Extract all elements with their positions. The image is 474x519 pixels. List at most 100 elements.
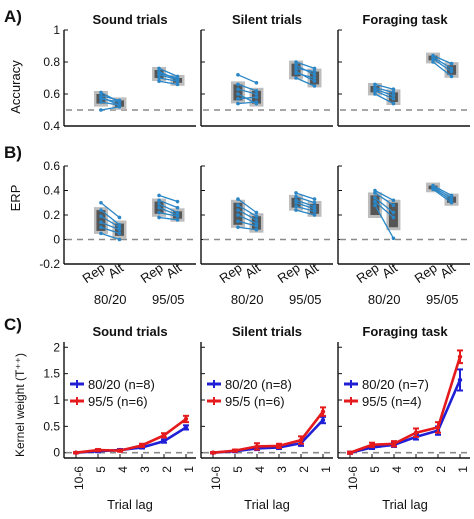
subject-line-b-2-0-4 (374, 189, 394, 201)
subject-point-a-2-0-rep-0 (373, 92, 377, 96)
subject-line-b-1-1-5 (295, 192, 315, 200)
subject-point-b-1-1-rep-4 (294, 194, 298, 199)
subject-line-b-1-0-5 (237, 198, 257, 214)
subject-line-a-1-0-4 (237, 83, 257, 92)
legend-label-c-2-1: 95/5 (n=4) (362, 394, 422, 409)
subject-line-b-0-0-3 (100, 215, 120, 228)
ylabel-accuracy: Accuracy (8, 60, 23, 114)
subject-line-b-2-0-0 (374, 204, 395, 239)
group-label-2-0: 80/20 (368, 292, 401, 307)
subject-point-b-2-0-rep-4 (373, 188, 377, 193)
ytick-label-a-2: 0.6 (43, 87, 60, 101)
group-label-0-0: 80/20 (94, 292, 127, 307)
subject-line-a-0-0-5 (100, 91, 120, 103)
subject-point-a-0-1-rep-4 (157, 69, 161, 74)
subject-line-b-2-0-3 (374, 192, 394, 206)
subject-line-b-0-0-0 (100, 232, 120, 241)
subject-point-b-1-0-alt-4 (254, 214, 259, 219)
subject-point-b-1-1-rep-1 (294, 204, 298, 209)
subject-point-b-0-0-alt-0 (117, 237, 122, 242)
subject-line-a-0-0-4 (100, 94, 120, 102)
subject-point-b-0-1-rep-3 (157, 202, 161, 206)
subject-point-b-1-0-alt-0 (254, 227, 259, 232)
series-point-c-1-1-2 (254, 444, 260, 449)
subject-point-a-1-1-rep-3 (294, 66, 298, 71)
subject-point-b-0-0-rep-1 (99, 225, 103, 230)
series-point-c-0-1-2 (117, 448, 123, 453)
subject-point-a-2-1-alt-0 (449, 74, 454, 79)
subject-point-a-0-0-rep-0 (99, 108, 103, 112)
subject-point-a-0-0-rep-1 (99, 100, 103, 104)
subject-line-b-0-0-1 (100, 226, 120, 234)
subject-point-a-1-1-alt-3 (312, 69, 317, 74)
subject-line-a-1-0-1 (237, 96, 257, 100)
xtick-label-c-1-3: 3 (275, 466, 289, 473)
legend-label-c-2-0: 80/20 (n=7) (362, 377, 429, 392)
subject-point-b-0-1-rep-0 (157, 215, 161, 220)
subject-point-a-1-1-rep-0 (294, 76, 298, 80)
subject-point-b-1-0-rep-3 (236, 208, 240, 212)
series-point-c-0-1-0 (73, 450, 79, 455)
subject-point-a-0-0-alt-5 (117, 100, 122, 104)
subject-point-b-0-0-alt-1 (117, 231, 122, 236)
series-point-c-2-1-3 (413, 430, 419, 435)
subject-point-a-2-0-alt-3 (391, 90, 396, 95)
subject-line-b-1-1-4 (295, 196, 315, 204)
legend-label-c-1-0: 80/20 (n=8) (225, 377, 292, 392)
subject-point-a-1-1-rep-5 (294, 60, 298, 64)
subject-line-a-2-0-1 (374, 90, 394, 100)
ytick-label-b-1: 0.4 (43, 184, 60, 198)
subject-point-a-0-0-rep-4 (99, 93, 103, 98)
subject-point-b-1-0-rep-5 (236, 197, 240, 201)
column-title-foraging-c: Foraging task (362, 324, 448, 339)
subject-line-b-2-1-1 (432, 187, 452, 201)
xtick-label-c-1-4: 2 (297, 466, 311, 473)
subject-line-a-2-1-0 (432, 61, 452, 77)
xtick-label-c-1-1: 5 (231, 466, 245, 473)
group-label-2-1: 95/05 (426, 292, 459, 307)
subject-line-b-0-1-4 (158, 199, 178, 209)
subject-point-a-1-0-rep-4 (236, 82, 240, 87)
subject-line-b-2-1-0 (432, 188, 452, 204)
subject-point-b-0-0-rep-5 (99, 200, 103, 205)
xtick-label-c-1-2: 4 (253, 466, 267, 473)
group-label-1-0: 80/20 (231, 292, 264, 307)
series-point-c-2-1-5 (457, 354, 463, 359)
subject-line-a-1-1-1 (295, 72, 315, 79)
subject-point-b-1-1-alt-5 (312, 197, 317, 201)
subject-line-a-2-0-0 (374, 93, 394, 105)
series-point-c-2-1-4 (435, 425, 441, 430)
subject-point-b-2-1-rep-3 (431, 183, 435, 188)
series-point-c-2-1-1 (369, 442, 375, 448)
xtick-label-c-0-0: 10-6 (72, 466, 86, 490)
xtick-label-c-2-3: 3 (412, 466, 426, 473)
xtick-label-b-1-1: Alt (242, 260, 263, 281)
subject-line-a-0-1-0 (158, 80, 178, 86)
subject-point-b-1-1-rep-0 (294, 208, 298, 212)
subject-point-a-1-0-rep-5 (236, 73, 240, 77)
subject-line-a-2-0-4 (374, 83, 394, 90)
series-point-c-2-1-0 (347, 450, 353, 455)
subject-point-a-2-0-alt-4 (391, 87, 396, 91)
ytick-label-a-0: 1 (53, 23, 60, 37)
subject-line-a-1-0-2 (237, 93, 257, 105)
xtick-label-b-0-3: Alt (163, 260, 184, 281)
group-label-0-1: 95/05 (152, 292, 185, 307)
subject-point-b-0-0-alt-5 (117, 215, 122, 220)
ytick-label-c-1: 1.5 (43, 367, 60, 381)
subject-point-a-0-0-alt-3 (117, 103, 122, 107)
subject-point-b-2-0-rep-1 (373, 199, 377, 204)
column-title-sound-a: Sound trials (92, 12, 167, 27)
subject-point-b-2-0-rep-0 (373, 203, 377, 207)
ytick-label-c-3: 0.5 (43, 419, 60, 433)
subject-point-a-0-1-alt-0 (175, 82, 180, 87)
xtick-label-b-0-1: Alt (105, 260, 126, 281)
xtick-label-c-2-4: 2 (434, 466, 448, 473)
subject-point-a-1-0-alt-5 (254, 81, 259, 85)
subject-line-a-0-0-2 (100, 98, 120, 103)
subject-point-a-1-0-rep-2 (236, 92, 240, 96)
subject-line-a-2-1-2 (432, 56, 452, 69)
subject-line-b-1-0-4 (237, 204, 257, 217)
panel-label-c: C) (4, 315, 22, 334)
